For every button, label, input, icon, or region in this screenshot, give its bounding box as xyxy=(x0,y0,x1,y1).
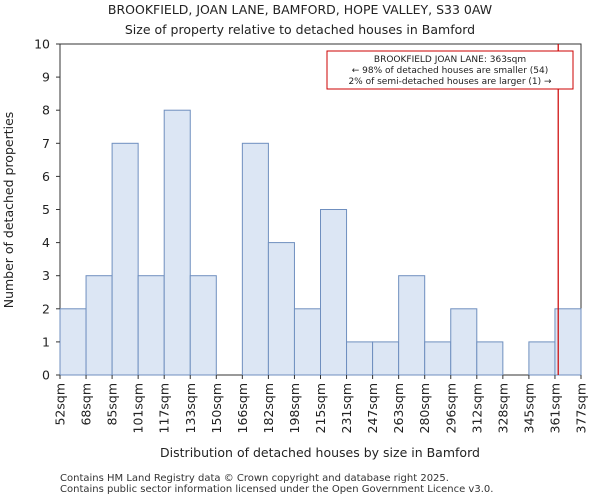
histogram-bar xyxy=(85,275,113,376)
x-tick-label: 361sqm xyxy=(547,383,562,433)
histogram-bar xyxy=(293,308,322,376)
histogram-bar xyxy=(528,341,556,376)
annotation-box xyxy=(326,50,574,90)
y-tick-label: 9 xyxy=(42,70,50,85)
histogram-bar xyxy=(189,275,217,376)
x-tick-label: 101sqm xyxy=(131,383,146,433)
histogram-bar xyxy=(450,308,478,376)
chart-subtitle: Size of property relative to detached ho… xyxy=(125,22,475,37)
y-tick-label: 8 xyxy=(42,103,50,118)
annotation-line: ← 98% of detached houses are smaller (54… xyxy=(352,66,549,76)
x-tick-label: 85sqm xyxy=(105,383,120,426)
y-tick-label: 1 xyxy=(42,334,50,349)
x-tick-label: 280sqm xyxy=(417,383,432,433)
y-tick-label: 7 xyxy=(42,136,50,151)
histogram-bar xyxy=(137,275,165,376)
footer-line-1: Contains HM Land Registry data © Crown c… xyxy=(60,473,449,484)
histogram-bar xyxy=(476,341,504,376)
x-tick-label: 68sqm xyxy=(79,383,94,426)
x-tick-label: 117sqm xyxy=(157,383,172,433)
histogram-bar xyxy=(372,341,400,376)
x-tick-label: 133sqm xyxy=(183,383,198,433)
y-tick-label: 0 xyxy=(42,368,50,383)
histogram-bar xyxy=(111,142,139,376)
chart-title: BROOKFIELD, JOAN LANE, BAMFORD, HOPE VAL… xyxy=(108,2,492,17)
y-tick-label: 4 xyxy=(42,235,50,250)
x-tick-label: 328sqm xyxy=(495,383,510,433)
x-tick-label: 377sqm xyxy=(574,383,589,433)
x-tick-label: 198sqm xyxy=(287,383,302,433)
y-tick-label: 10 xyxy=(34,37,50,52)
x-tick-label: 312sqm xyxy=(469,383,484,433)
y-tick-label: 5 xyxy=(42,202,50,217)
x-tick-label: 215sqm xyxy=(313,383,328,433)
histogram-bar xyxy=(424,341,452,376)
y-tick-label: 6 xyxy=(42,169,50,184)
y-tick-label: 2 xyxy=(42,301,50,316)
x-tick-label: 247sqm xyxy=(365,383,380,433)
histogram-bar xyxy=(346,341,374,376)
histogram-bar xyxy=(241,142,269,376)
annotation-line: 2% of semi-detached houses are larger (1… xyxy=(348,77,552,87)
histogram-bar xyxy=(320,209,348,376)
y-tick-label: 3 xyxy=(42,268,50,283)
x-tick-label: 345sqm xyxy=(521,383,536,433)
x-tick-label: 150sqm xyxy=(209,383,224,433)
x-axis-label: Distribution of detached houses by size … xyxy=(160,445,480,460)
histogram-bar xyxy=(59,308,87,376)
y-axis-label: Number of detached properties xyxy=(1,112,16,309)
x-tick-label: 182sqm xyxy=(261,383,276,433)
x-tick-label: 231sqm xyxy=(339,383,354,433)
footer-line-2: Contains public sector information licen… xyxy=(60,484,494,495)
histogram-bar xyxy=(554,308,582,376)
histogram-bar xyxy=(267,242,295,376)
x-tick-label: 296sqm xyxy=(443,383,458,433)
histogram-bar xyxy=(163,109,191,376)
x-tick-label: 166sqm xyxy=(235,383,250,433)
histogram-bar xyxy=(398,275,426,376)
x-tick-label: 52sqm xyxy=(53,383,68,426)
x-tick-label: 263sqm xyxy=(391,383,406,433)
annotation-line: BROOKFIELD JOAN LANE: 363sqm xyxy=(374,55,526,65)
